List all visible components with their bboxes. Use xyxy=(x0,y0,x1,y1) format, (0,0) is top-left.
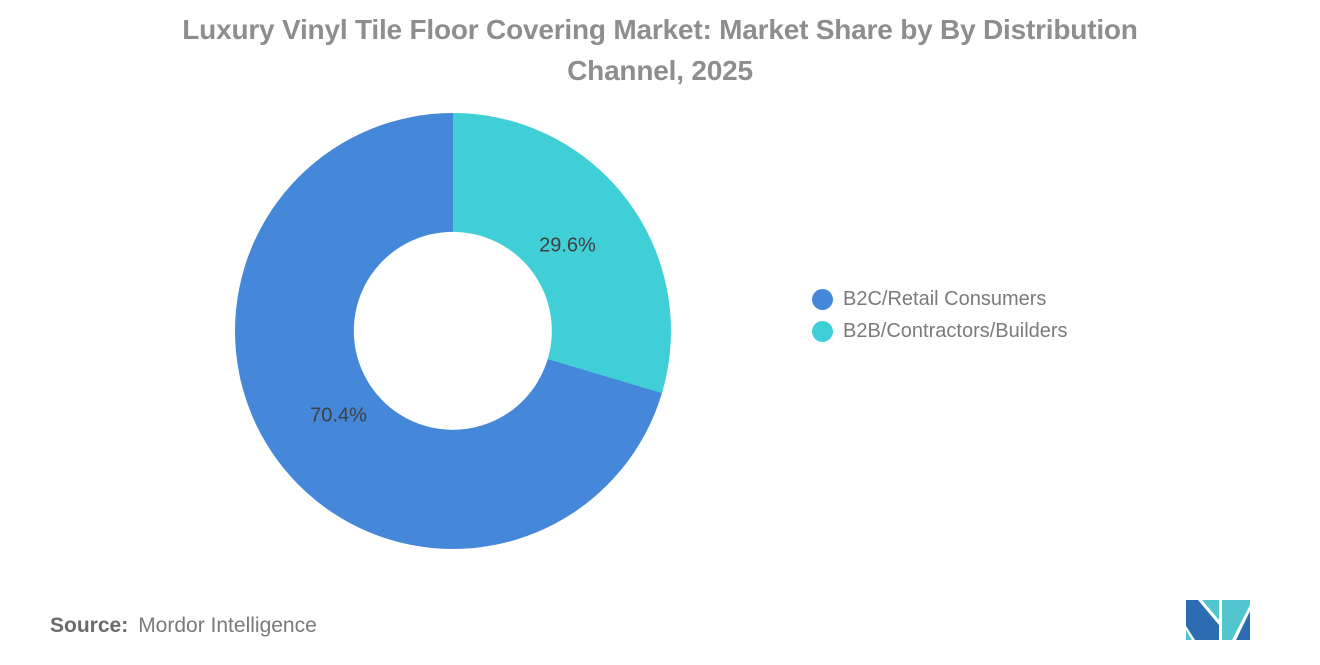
legend-item-b2b[interactable]: B2B/Contractors/Builders xyxy=(812,315,1068,347)
logo-teal-triangle-bottom-left-block xyxy=(1186,630,1192,640)
logo-teal-triangle-top-left-block xyxy=(1202,600,1219,620)
legend-marker-b2c-icon xyxy=(812,288,833,310)
mordor-intelligence-logo xyxy=(1186,600,1250,640)
donut-chart[interactable]: 29.6% 70.4% xyxy=(235,113,671,549)
legend-item-b2c[interactable]: B2C/Retail Consumers xyxy=(812,283,1068,315)
logo-blue-triangle-right-block xyxy=(1236,611,1250,640)
logo-blue-band-left-block xyxy=(1186,600,1219,640)
source-value: Mordor Intelligence xyxy=(138,614,317,637)
chart-title-line2: Channel, 2025 xyxy=(567,55,753,86)
legend-label-b2b: B2B/Contractors/Builders xyxy=(843,319,1068,342)
donut-hole xyxy=(353,231,553,431)
legend-label-b2c: B2C/Retail Consumers xyxy=(843,287,1047,310)
legend: B2C/Retail Consumers B2B/Contractors/Bui… xyxy=(812,283,1068,347)
logo-teal-panel-right-block xyxy=(1222,600,1250,640)
legend-marker-b2b-icon xyxy=(812,320,833,342)
chart-title-line1: Luxury Vinyl Tile Floor Covering Market:… xyxy=(182,14,1138,45)
slice-label-b2c: 70.4% xyxy=(310,404,367,427)
slice-label-b2b: 29.6% xyxy=(539,234,596,257)
source-line: Source: Mordor Intelligence xyxy=(50,612,317,640)
chart-title: Luxury Vinyl Tile Floor Covering Market:… xyxy=(0,9,1320,91)
source-label: Source: xyxy=(50,614,129,637)
